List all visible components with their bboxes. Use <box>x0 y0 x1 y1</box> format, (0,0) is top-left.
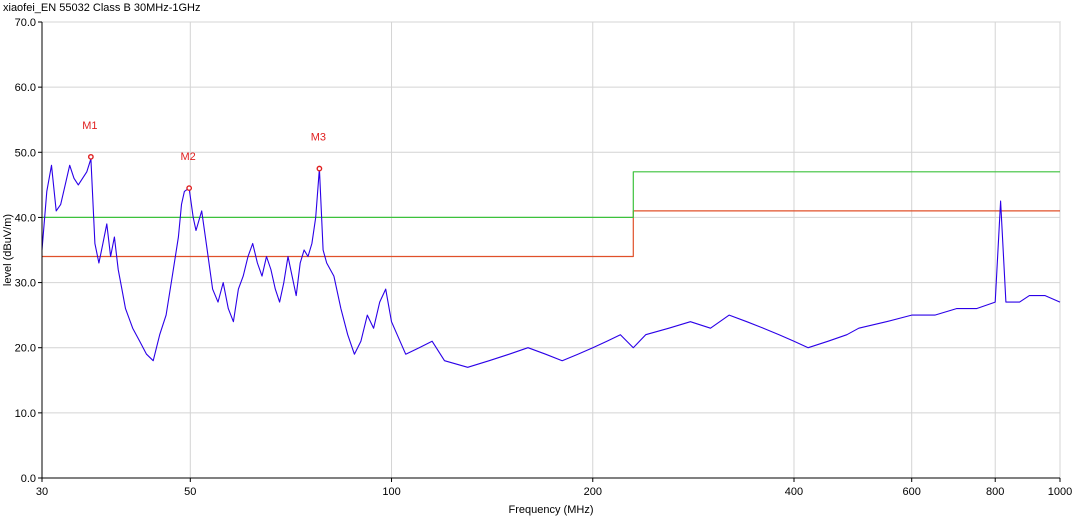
x-tick-label: 50 <box>184 486 196 498</box>
x-tick-label: 30 <box>36 486 48 498</box>
marker-point <box>186 185 193 192</box>
x-tick-label: 800 <box>986 486 1004 498</box>
y-tick-label: 20.0 <box>15 343 36 355</box>
marker-layer: M1 M2 M3 <box>82 120 326 192</box>
marker-label: M2 <box>180 151 195 163</box>
y-tick-label: 60.0 <box>15 82 36 94</box>
plot-frame <box>41 21 1061 479</box>
limit-line-qp <box>42 210 1060 258</box>
x-tick-label: 400 <box>785 486 803 498</box>
y-tick-label: 70.0 <box>15 17 36 29</box>
marker-point <box>316 165 323 172</box>
y-tick-label: 40.0 <box>15 212 36 224</box>
spectrum-trace <box>41 158 1061 368</box>
x-tick-label: 100 <box>382 486 400 498</box>
x-tick-label: 200 <box>584 486 602 498</box>
grid <box>41 21 1061 479</box>
marker-label: M3 <box>311 132 326 144</box>
series-layer <box>41 158 1061 368</box>
marker-label: M1 <box>82 120 97 132</box>
y-axis-label: level (dBuV/m) <box>2 214 14 286</box>
y-tick-label: 50.0 <box>15 147 36 159</box>
x-tick-label: 1000 <box>1048 486 1072 498</box>
y-tick-label: 0.0 <box>21 473 36 485</box>
y-tick-label: 10.0 <box>15 408 36 420</box>
axis-layer: 0.0 10.0 20.0 30.0 40.0 50.0 60.0 70.0 30 50 100 20… <box>15 17 1073 498</box>
chart-title: xiaofei_EN 55032 Class B 30MHz-1GHz <box>3 2 201 14</box>
marker-point <box>87 153 94 160</box>
x-tick-label: 600 <box>903 486 921 498</box>
y-tick-label: 30.0 <box>15 278 36 290</box>
x-axis-label: Frequency (MHz) <box>509 504 594 516</box>
limit-line-pk <box>42 171 1060 218</box>
